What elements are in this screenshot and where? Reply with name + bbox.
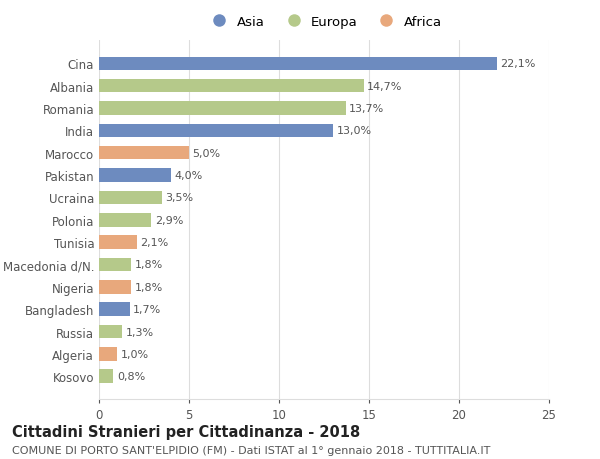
Bar xyxy=(99,213,151,227)
Text: 1,7%: 1,7% xyxy=(133,304,161,314)
Bar xyxy=(99,325,122,338)
Text: 1,8%: 1,8% xyxy=(135,282,163,292)
Bar xyxy=(99,258,131,272)
Text: 3,5%: 3,5% xyxy=(166,193,194,203)
Bar xyxy=(99,236,137,249)
Bar xyxy=(99,124,333,138)
Text: 1,8%: 1,8% xyxy=(135,260,163,270)
Bar xyxy=(99,369,113,383)
Text: 13,0%: 13,0% xyxy=(337,126,372,136)
Bar xyxy=(99,80,364,93)
Bar xyxy=(99,102,346,116)
Text: 22,1%: 22,1% xyxy=(500,59,536,69)
Bar xyxy=(99,191,162,205)
Text: COMUNE DI PORTO SANT'ELPIDIO (FM) - Dati ISTAT al 1° gennaio 2018 - TUTTITALIA.I: COMUNE DI PORTO SANT'ELPIDIO (FM) - Dati… xyxy=(12,445,490,455)
Bar xyxy=(99,347,117,361)
Text: 1,0%: 1,0% xyxy=(121,349,149,359)
Bar xyxy=(99,169,171,182)
Bar xyxy=(99,280,131,294)
Text: 13,7%: 13,7% xyxy=(349,104,385,114)
Text: Cittadini Stranieri per Cittadinanza - 2018: Cittadini Stranieri per Cittadinanza - 2… xyxy=(12,425,360,440)
Text: 5,0%: 5,0% xyxy=(193,148,221,158)
Bar xyxy=(99,147,189,160)
Text: 14,7%: 14,7% xyxy=(367,82,403,91)
Text: 0,8%: 0,8% xyxy=(117,371,145,381)
Bar xyxy=(99,57,497,71)
Text: 2,9%: 2,9% xyxy=(155,215,183,225)
Text: 1,3%: 1,3% xyxy=(126,327,154,337)
Legend: Asia, Europa, Africa: Asia, Europa, Africa xyxy=(203,13,445,31)
Text: 2,1%: 2,1% xyxy=(140,238,169,247)
Text: 4,0%: 4,0% xyxy=(175,171,203,181)
Bar xyxy=(99,303,130,316)
